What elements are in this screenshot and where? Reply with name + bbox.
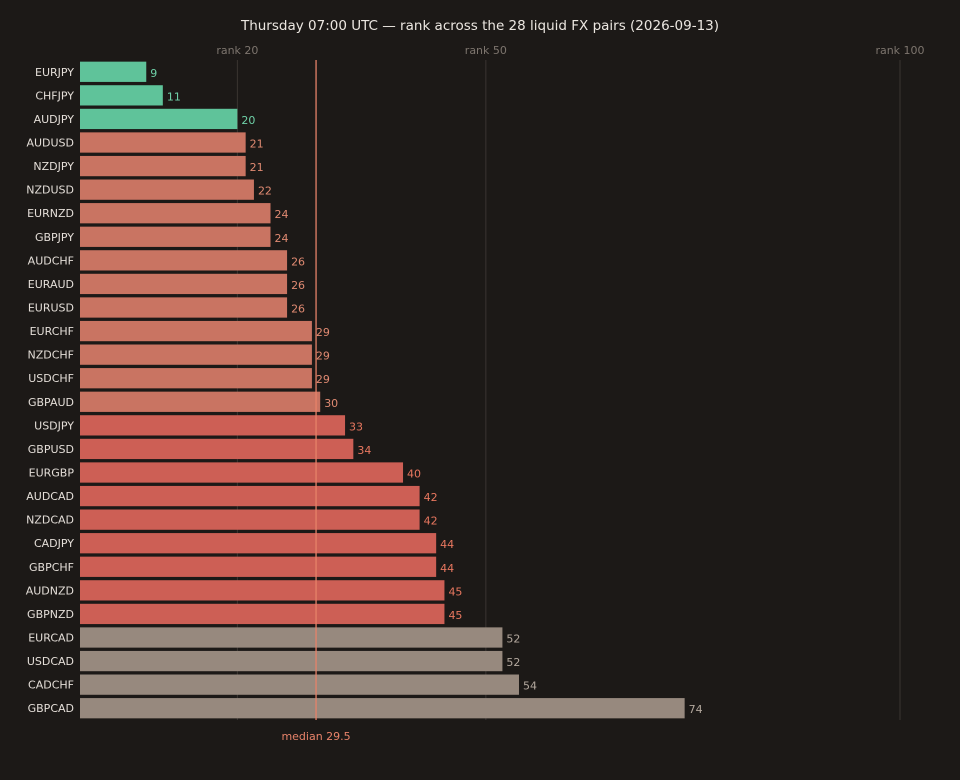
pair-label-gbpusd: GBPUSD — [28, 443, 74, 456]
value-label-gbpjpy: 24 — [275, 232, 289, 245]
value-labels: 9112021212224242626262929293033344042424… — [150, 67, 702, 716]
pair-label-usdjpy: USDJPY — [34, 419, 74, 432]
value-label-nzdusd: 22 — [258, 185, 272, 198]
pair-label-gbpjpy: GBPJPY — [35, 231, 74, 244]
bar-nzdcad — [80, 509, 420, 530]
bar-eurjpy — [80, 61, 147, 82]
pair-label-eurcad: EURCAD — [28, 632, 74, 645]
bar-eurcad — [80, 627, 503, 648]
tick-label-rank-100: rank 100 — [875, 44, 924, 57]
pair-label-audusd: AUDUSD — [26, 137, 74, 150]
median-label: median 29.5 — [281, 730, 350, 743]
bar-gbpnzd — [80, 603, 445, 625]
bar-gbpjpy — [80, 226, 271, 247]
pair-label-eurnzd: EURNZD — [27, 207, 74, 220]
bar-eurusd — [80, 297, 288, 318]
pair-label-audcad: AUDCAD — [26, 490, 74, 503]
pair-label-usdcad: USDCAD — [27, 655, 74, 668]
value-label-usdcad: 52 — [506, 656, 520, 669]
chart-title: Thursday 07:00 UTC — rank across the 28 … — [240, 18, 719, 34]
value-label-eurusd: 26 — [291, 303, 305, 316]
pair-label-usdchf: USDCHF — [28, 372, 74, 385]
value-label-usdchf: 29 — [316, 373, 330, 386]
bar-gbpaud — [80, 391, 321, 412]
bar-chfjpy — [80, 85, 163, 106]
bar-cadchf — [80, 674, 519, 695]
value-label-eurjpy: 9 — [150, 67, 157, 80]
bars-group — [80, 61, 685, 719]
pair-label-eurgbp: EURGBP — [29, 467, 75, 480]
value-label-nzdchf: 29 — [316, 350, 330, 363]
pair-label-audchf: AUDCHF — [28, 254, 74, 267]
pair-label-cadchf: CADCHF — [28, 679, 74, 692]
tick-label-rank-20: rank 20 — [216, 44, 258, 57]
pair-label-chfjpy: CHFJPY — [35, 89, 74, 102]
pair-label-nzdchf: NZDCHF — [27, 349, 74, 362]
value-label-gbpchf: 44 — [440, 562, 454, 575]
value-label-cadchf: 54 — [523, 680, 537, 693]
pair-label-nzdusd: NZDUSD — [26, 184, 74, 197]
bar-audjpy — [80, 108, 238, 130]
bar-eurgbp — [80, 462, 404, 483]
bar-nzdusd — [80, 179, 254, 200]
value-label-audnzd: 45 — [448, 585, 462, 598]
bar-audusd — [80, 132, 246, 153]
pair-label-gbpcad: GBPCAD — [28, 702, 74, 715]
value-label-usdjpy: 33 — [349, 420, 363, 433]
pair-label-cadjpy: CADJPY — [34, 537, 74, 550]
value-label-gbpcad: 74 — [689, 703, 703, 716]
bar-audcad — [80, 485, 420, 507]
value-label-euraud: 26 — [291, 279, 305, 292]
pair-label-gbpnzd: GBPNZD — [27, 608, 74, 621]
pair-label-audjpy: AUDJPY — [34, 113, 75, 126]
value-label-nzdcad: 42 — [424, 515, 438, 528]
median-group: median 29.5 — [281, 60, 351, 743]
pair-label-gbpchf: GBPCHF — [29, 561, 74, 574]
pair-label-audnzd: AUDNZD — [26, 584, 74, 597]
bar-usdjpy — [80, 415, 346, 436]
value-label-nzdjpy: 21 — [250, 161, 264, 174]
value-label-gbpaud: 30 — [324, 397, 338, 410]
value-label-audchf: 26 — [291, 255, 305, 268]
pair-label-eurusd: EURUSD — [28, 302, 74, 315]
pair-label-eurchf: EURCHF — [30, 325, 74, 338]
bar-eurnzd — [80, 203, 271, 224]
value-label-gbpusd: 34 — [357, 444, 371, 457]
bar-gbpusd — [80, 438, 354, 460]
value-label-audjpy: 20 — [241, 114, 255, 127]
bar-nzdchf — [80, 344, 312, 365]
bar-gbpchf — [80, 556, 437, 577]
value-label-cadjpy: 44 — [440, 538, 454, 551]
value-label-eurchf: 29 — [316, 326, 330, 339]
pair-label-gbpaud: GBPAUD — [28, 396, 74, 409]
value-label-audcad: 42 — [424, 491, 438, 504]
bar-audnzd — [80, 580, 445, 601]
bar-nzdjpy — [80, 155, 246, 177]
value-label-eurgbp: 40 — [407, 468, 421, 481]
bar-usdcad — [80, 650, 503, 672]
value-label-eurnzd: 24 — [275, 208, 289, 221]
pair-label-euraud: EURAUD — [28, 278, 74, 291]
value-label-chfjpy: 11 — [167, 90, 181, 103]
bar-audchf — [80, 250, 288, 271]
pair-label-nzdjpy: NZDJPY — [33, 160, 74, 173]
value-label-eurcad: 52 — [506, 633, 520, 646]
bar-cadjpy — [80, 533, 437, 554]
bar-euraud — [80, 273, 288, 295]
pair-label-nzdcad: NZDCAD — [26, 514, 74, 527]
bar-gbpcad — [80, 698, 685, 719]
bar-usdchf — [80, 368, 312, 389]
pair-label-eurjpy: EURJPY — [35, 66, 74, 79]
pair-labels: EURJPY CHFJPY AUDJPY AUDUSD NZDJPY NZDUSD EURN… — [26, 66, 75, 715]
bar-eurchf — [80, 320, 312, 342]
value-label-audusd: 21 — [250, 138, 264, 151]
value-label-gbpnzd: 45 — [448, 609, 462, 622]
tick-label-rank-50: rank 50 — [465, 44, 507, 57]
